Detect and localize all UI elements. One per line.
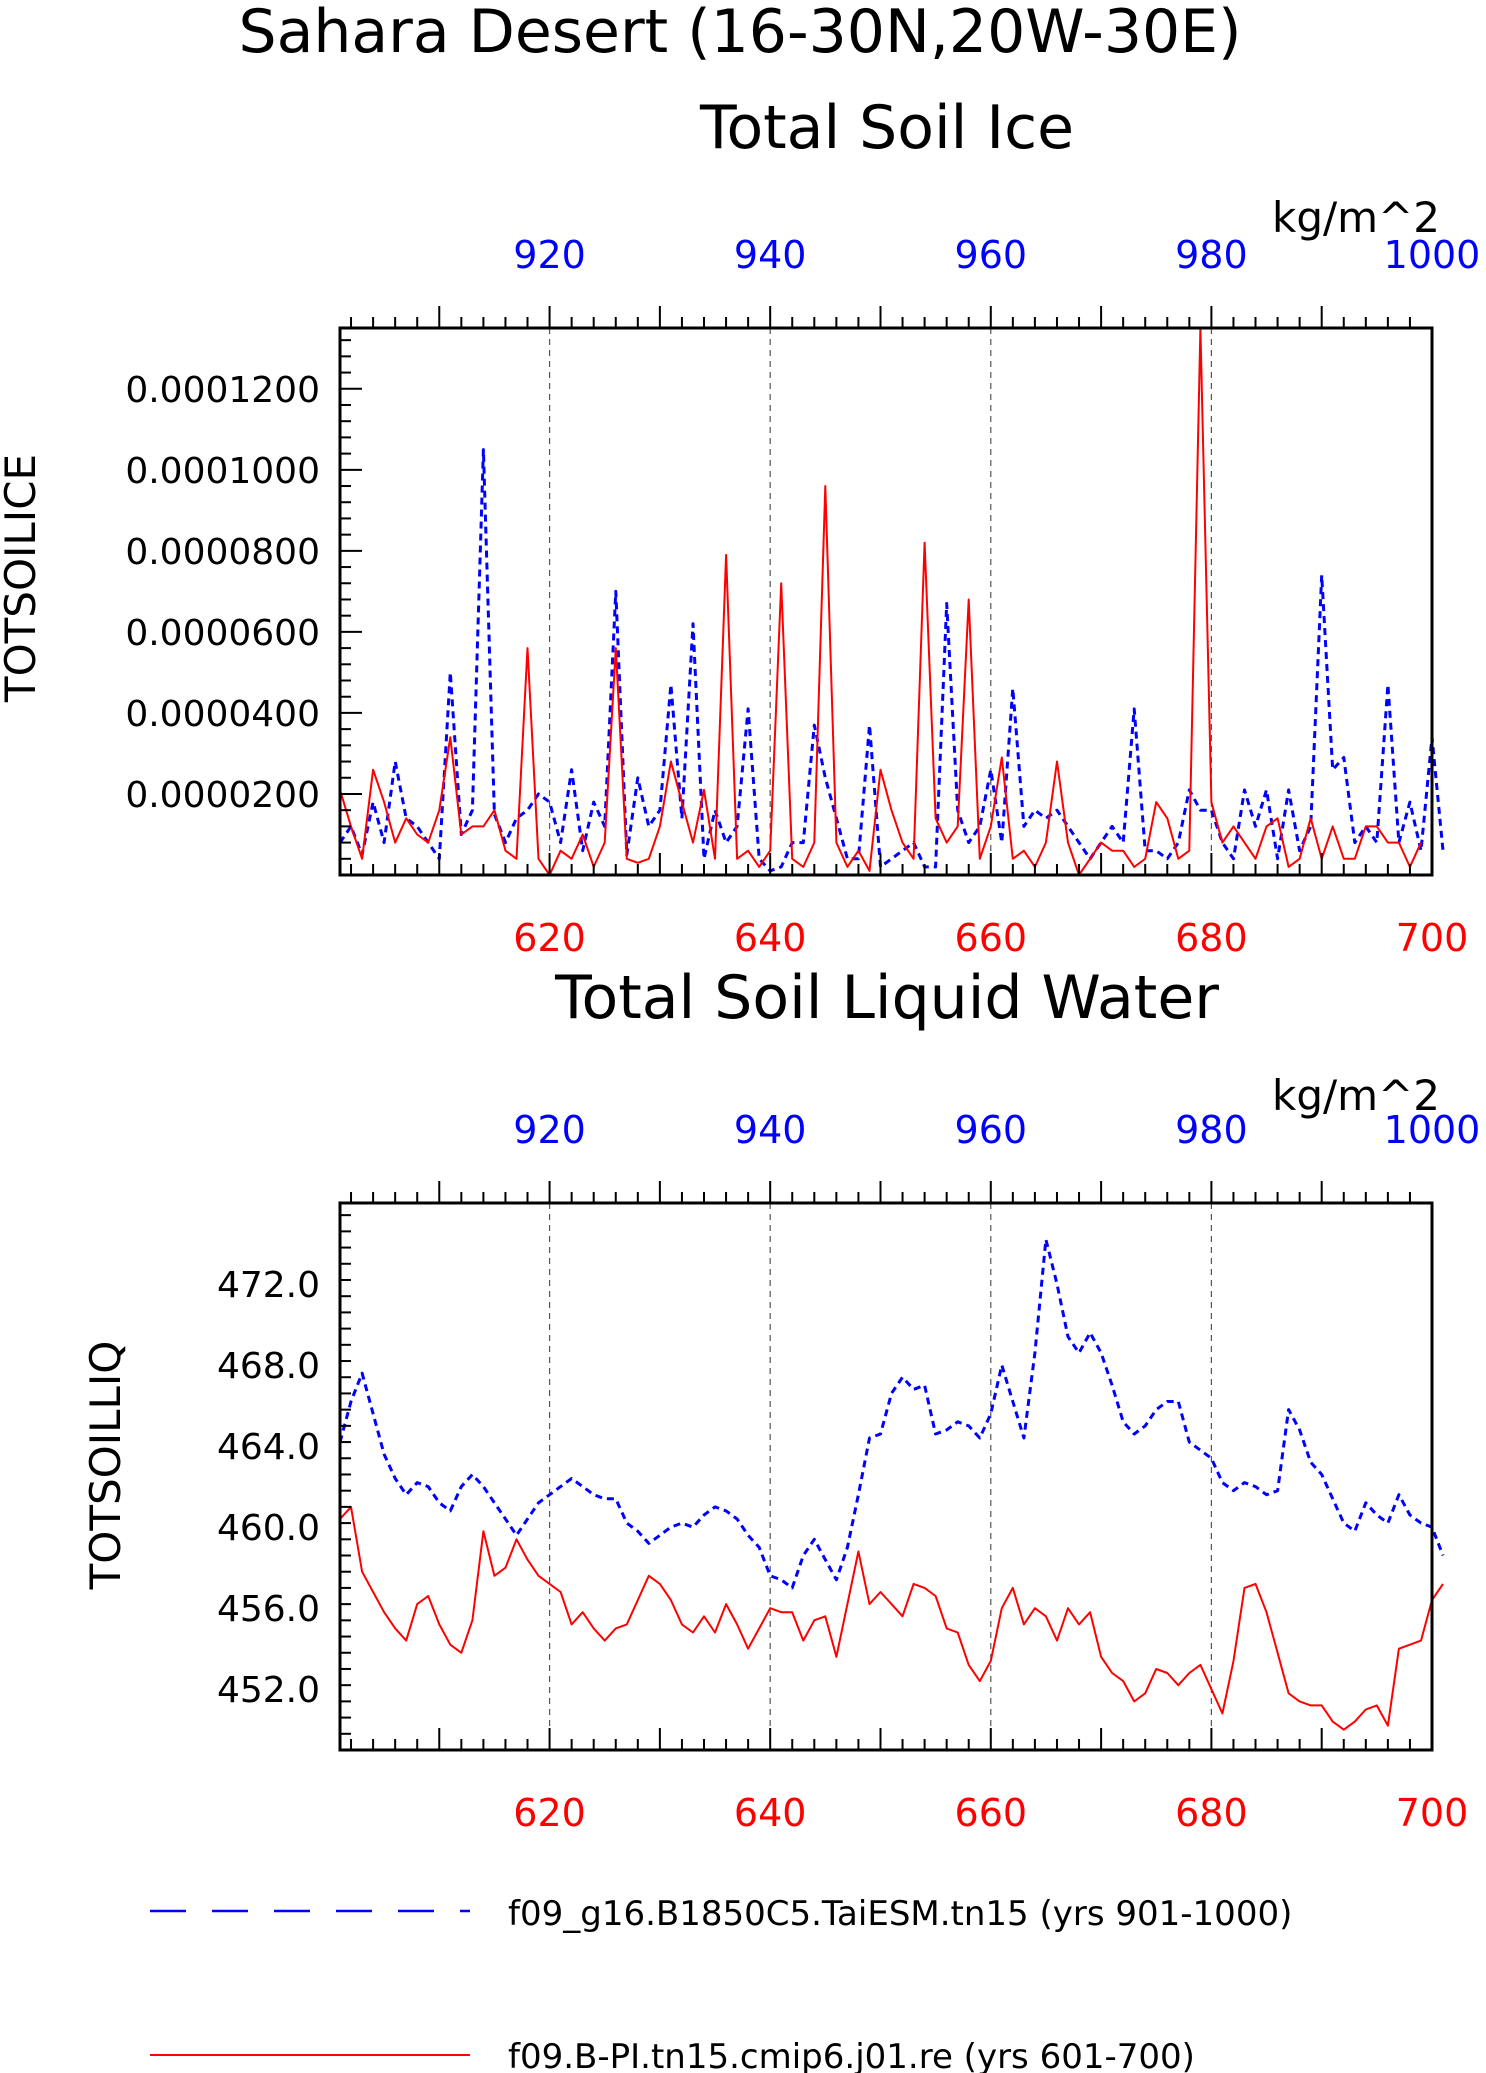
x-tick-label-top: 960 — [955, 1108, 1028, 1152]
x-tick-label-top: 980 — [1175, 233, 1248, 277]
x-tick-label-top: 1000 — [1384, 233, 1481, 277]
y-tick-label: 472.0 — [217, 1265, 320, 1306]
y-tick-label: 0.0000400 — [125, 694, 320, 735]
x-tick-label-bottom: 640 — [734, 1791, 807, 1835]
panel-title: Total Soil Liquid Water — [554, 963, 1219, 1033]
soil-ice-panel: Total Soil Ice kg/m^2 TOTSOILICE 620 640 6… — [0, 93, 1480, 960]
grid-lines — [548, 328, 1212, 875]
x-tick-label-bottom: 620 — [513, 916, 586, 960]
series-line-blue — [338, 1238, 1445, 1590]
x-tick-label-top: 960 — [955, 233, 1028, 277]
x-tick-label-top: 920 — [513, 233, 586, 277]
y-tick-label: 0.0000600 — [125, 613, 320, 654]
series-lines — [338, 327, 1445, 876]
series-lines — [338, 1238, 1445, 1731]
x-tick-label-top: 940 — [734, 1108, 807, 1152]
axes: 620 640 660 680 700 920 940 960 980 1000 452.0 456.… — [217, 1108, 1480, 1835]
series-line-red — [339, 327, 1422, 876]
panel-title: Total Soil Ice — [699, 93, 1074, 163]
x-tick-label-bottom: 660 — [955, 916, 1028, 960]
y-tick-label: 460.0 — [217, 1508, 320, 1549]
y-axis-label: TOTSOILICE — [0, 454, 45, 703]
figure-title: Sahara Desert (16-30N,20W-30E) — [239, 0, 1242, 67]
grid-lines — [548, 1203, 1212, 1750]
x-tick-label-bottom: 660 — [955, 1791, 1028, 1835]
axes: 620 640 660 680 700 920 940 960 980 1000 0.0000200… — [125, 233, 1480, 960]
soil-liquid-panel: Total Soil Liquid Water kg/m^2 TOTSOILLI… — [81, 963, 1480, 1835]
x-tick-label-bottom: 700 — [1396, 1791, 1469, 1835]
y-axis-label: TOTSOILLIQ — [81, 1341, 130, 1591]
series-line-blue — [338, 448, 1445, 873]
x-tick-label-top: 980 — [1175, 1108, 1248, 1152]
x-tick-label-bottom: 700 — [1396, 916, 1469, 960]
y-tick-label: 456.0 — [217, 1589, 320, 1630]
y-tick-label: 468.0 — [217, 1346, 320, 1387]
legend-label-red: f09.B-PI.tn15.cmip6.j01.re (yrs 601-700) — [508, 2037, 1195, 2073]
legend: f09_g16.B1850C5.TaiESM.tn15 (yrs 901-100… — [150, 1894, 1292, 2073]
plot-frame — [338, 1201, 1434, 1752]
plot-frame — [338, 326, 1434, 877]
x-tick-label-bottom: 620 — [513, 1791, 586, 1835]
x-tick-label-bottom: 680 — [1175, 916, 1248, 960]
x-tick-label-top: 940 — [734, 233, 807, 277]
y-tick-label: 464.0 — [217, 1427, 320, 1468]
y-tick-label: 452.0 — [217, 1670, 320, 1711]
legend-label-blue: f09_g16.B1850C5.TaiESM.tn15 (yrs 901-100… — [508, 1894, 1292, 1934]
units-label: kg/m^2 — [1272, 193, 1440, 242]
y-tick-label: 0.0001000 — [125, 451, 320, 492]
y-tick-label: 0.0000200 — [125, 775, 320, 816]
units-label: kg/m^2 — [1272, 1071, 1440, 1120]
x-tick-label-top: 1000 — [1384, 1108, 1481, 1152]
x-tick-label-bottom: 640 — [734, 916, 807, 960]
x-tick-label-top: 920 — [513, 1108, 586, 1152]
y-tick-label: 0.0001200 — [125, 370, 320, 411]
x-tick-label-bottom: 680 — [1175, 1791, 1248, 1835]
series-line-red — [339, 1505, 1444, 1731]
y-tick-label: 0.0000800 — [125, 532, 320, 573]
